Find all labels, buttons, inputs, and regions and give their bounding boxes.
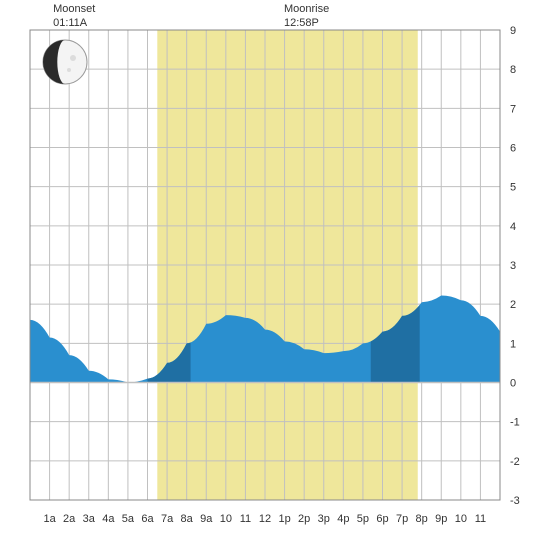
svg-text:-1: -1 bbox=[510, 417, 520, 429]
svg-text:9a: 9a bbox=[200, 513, 213, 525]
svg-text:9p: 9p bbox=[435, 513, 447, 525]
moonset-label: Moonset 01:11A bbox=[53, 2, 95, 31]
svg-text:4: 4 bbox=[510, 221, 516, 233]
svg-text:-2: -2 bbox=[510, 456, 520, 468]
svg-text:7p: 7p bbox=[396, 513, 408, 525]
moonset-title: Moonset bbox=[53, 3, 95, 15]
svg-text:0: 0 bbox=[510, 378, 516, 390]
svg-text:8: 8 bbox=[510, 64, 516, 76]
svg-text:2p: 2p bbox=[298, 513, 310, 525]
svg-text:-3: -3 bbox=[510, 495, 520, 507]
moonrise-time: 12:58P bbox=[284, 17, 319, 29]
svg-text:10: 10 bbox=[455, 513, 467, 525]
svg-text:12: 12 bbox=[259, 513, 271, 525]
svg-text:11: 11 bbox=[240, 513, 251, 525]
svg-text:2: 2 bbox=[510, 299, 516, 311]
svg-text:8p: 8p bbox=[416, 513, 428, 525]
svg-text:4a: 4a bbox=[102, 513, 115, 525]
moonset-time: 01:11A bbox=[53, 17, 87, 29]
moonrise-label: Moonrise 12:58P bbox=[284, 2, 329, 31]
svg-text:3a: 3a bbox=[83, 513, 96, 525]
svg-text:3: 3 bbox=[510, 260, 516, 272]
svg-text:6p: 6p bbox=[376, 513, 388, 525]
svg-text:6a: 6a bbox=[141, 513, 154, 525]
svg-text:1p: 1p bbox=[278, 513, 290, 525]
svg-text:1: 1 bbox=[510, 338, 516, 350]
svg-text:10: 10 bbox=[220, 513, 232, 525]
svg-text:3p: 3p bbox=[318, 513, 330, 525]
svg-text:8a: 8a bbox=[181, 513, 194, 525]
chart-svg: -3-2-101234567891a2a3a4a5a6a7a8a9a101112… bbox=[0, 0, 550, 550]
moonrise-title: Moonrise bbox=[284, 3, 329, 15]
svg-text:11: 11 bbox=[475, 513, 486, 525]
svg-text:5a: 5a bbox=[122, 513, 135, 525]
tide-chart: -3-2-101234567891a2a3a4a5a6a7a8a9a101112… bbox=[0, 0, 550, 550]
svg-text:9: 9 bbox=[510, 25, 516, 37]
svg-text:5p: 5p bbox=[357, 513, 369, 525]
svg-text:4p: 4p bbox=[337, 513, 349, 525]
svg-text:5: 5 bbox=[510, 182, 516, 194]
svg-text:1a: 1a bbox=[43, 513, 56, 525]
svg-text:2a: 2a bbox=[63, 513, 76, 525]
svg-text:7a: 7a bbox=[161, 513, 174, 525]
svg-text:7: 7 bbox=[510, 103, 516, 115]
svg-text:6: 6 bbox=[510, 143, 516, 155]
